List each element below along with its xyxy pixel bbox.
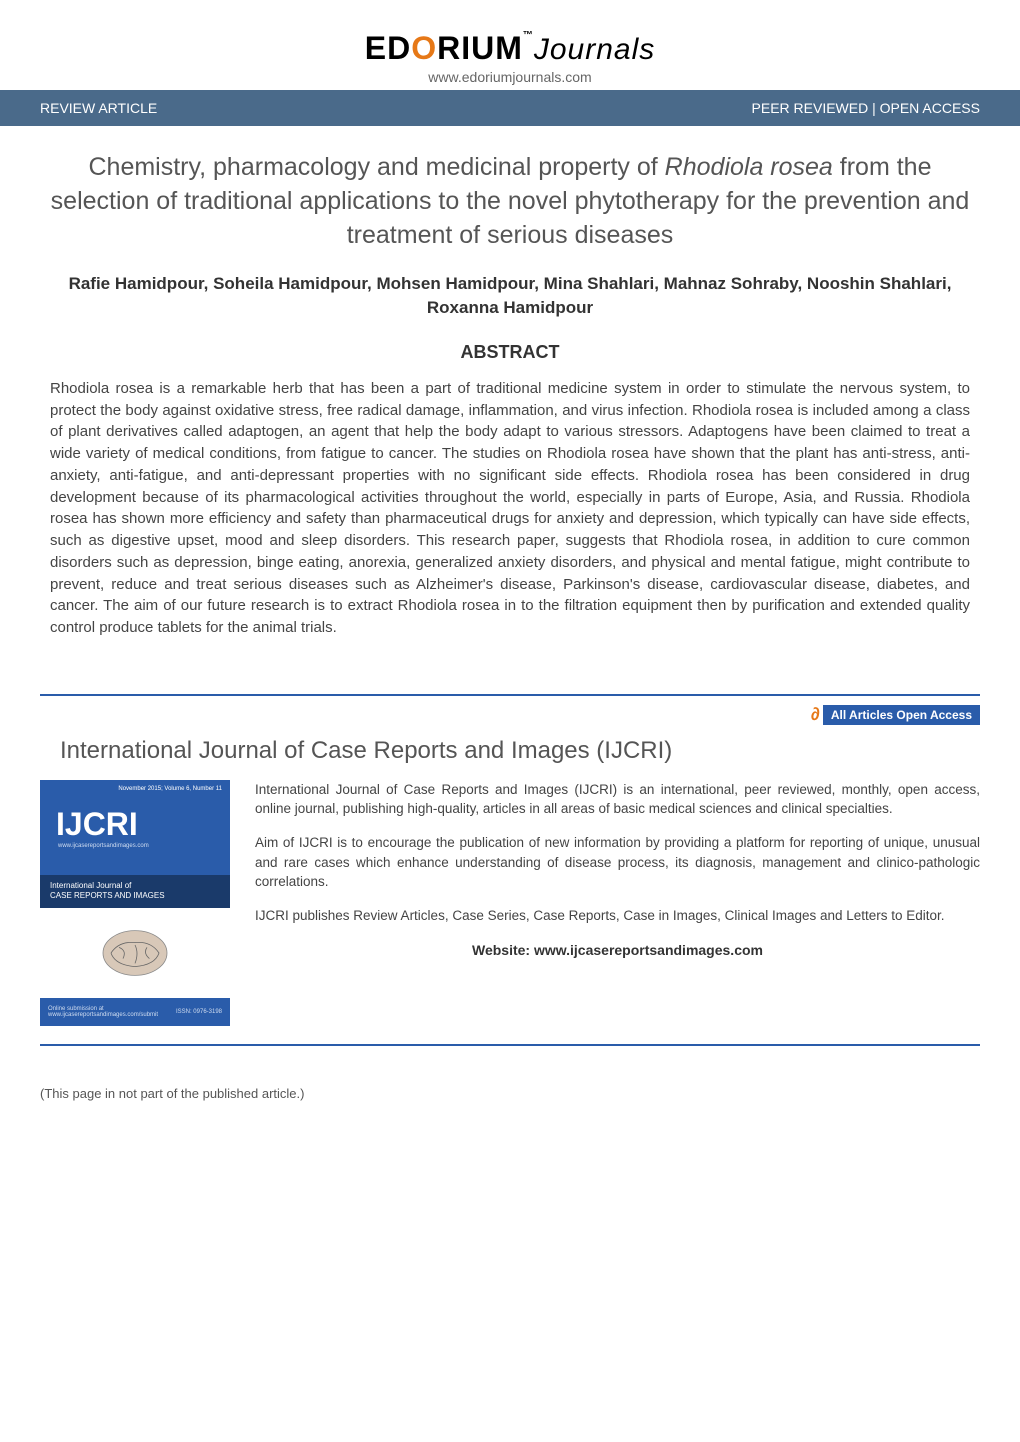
brain-icon (95, 923, 175, 983)
open-access-badge-row: ∂All Articles Open Access (40, 704, 980, 725)
cover-issn: ISSN: 0976-3198 (176, 1009, 222, 1015)
journal-cover: November 2015; Volume 6, Number 11 IJCRI… (40, 780, 230, 1026)
journal-desc-para2: Aim of IJCRI is to encourage the publica… (255, 833, 980, 892)
publisher-logo: EDORIUM™Journals (40, 30, 980, 67)
article-type-label: REVIEW ARTICLE (40, 100, 157, 116)
open-access-icon: ∂ (811, 704, 820, 725)
logo-text-ed: ED (365, 30, 411, 66)
journal-row: November 2015; Volume 6, Number 11 IJCRI… (40, 780, 980, 1026)
cover-footer: Online submission at www.ijcasereportsan… (40, 998, 230, 1026)
journal-description: International Journal of Case Reports an… (255, 780, 980, 961)
cover-mid-line2: CASE REPORTS AND IMAGES (50, 891, 220, 901)
abstract-text: Rhodiola rosea is a remarkable herb that… (50, 378, 970, 639)
publisher-url[interactable]: www.edoriumjournals.com (40, 69, 980, 85)
divider-line (40, 694, 980, 696)
author-list: Rafie Hamidpour, Soheila Hamidpour, Mohs… (50, 272, 970, 320)
divider-line-bottom (40, 1044, 980, 1046)
abstract-heading: ABSTRACT (50, 342, 970, 363)
logo-text-o: O (411, 30, 437, 66)
publisher-logo-block: EDORIUM™Journals www.edoriumjournals.com (0, 0, 1020, 90)
open-access-badge: All Articles Open Access (823, 705, 980, 725)
page-footer: (This page in not part of the published … (0, 1071, 1020, 1126)
article-content: Chemistry, pharmacology and medicinal pr… (0, 126, 1020, 659)
trademark-symbol: ™ (523, 30, 534, 41)
title-species-name: Rhodiola rosea (665, 153, 833, 181)
cover-submit-text: Online submission at www.ijcasereportsan… (48, 1006, 158, 1018)
title-part-pre: Chemistry, pharmacology and medicinal pr… (88, 153, 664, 181)
divider-section: ∂All Articles Open Access (0, 694, 1020, 725)
cover-logo-url: www.ijcasereportsandimages.com (58, 843, 222, 849)
cover-mid-line1: International Journal of (50, 881, 220, 891)
cover-image-area (40, 908, 230, 998)
footer-note: (This page in not part of the published … (40, 1086, 304, 1101)
cover-logo: IJCRI (56, 806, 222, 843)
article-type-banner: REVIEW ARTICLE PEER REVIEWED | OPEN ACCE… (0, 90, 1020, 126)
cover-issue-line: November 2015; Volume 6, Number 11 (118, 786, 222, 792)
journal-title: International Journal of Case Reports an… (40, 737, 980, 765)
journal-promo-section: International Journal of Case Reports an… (0, 727, 1020, 1071)
logo-text-rium: RIUM (437, 30, 523, 66)
journal-website[interactable]: Website: www.ijcasereportsandimages.com (255, 940, 980, 960)
article-title: Chemistry, pharmacology and medicinal pr… (50, 151, 970, 252)
logo-text-journals: Journals (534, 33, 655, 66)
journal-desc-para3: IJCRI publishes Review Articles, Case Se… (255, 906, 980, 926)
journal-desc-para1: International Journal of Case Reports an… (255, 780, 980, 819)
cover-header: November 2015; Volume 6, Number 11 IJCRI… (40, 780, 230, 875)
access-type-label: PEER REVIEWED | OPEN ACCESS (752, 100, 980, 116)
cover-subtitle: International Journal of CASE REPORTS AN… (40, 875, 230, 908)
